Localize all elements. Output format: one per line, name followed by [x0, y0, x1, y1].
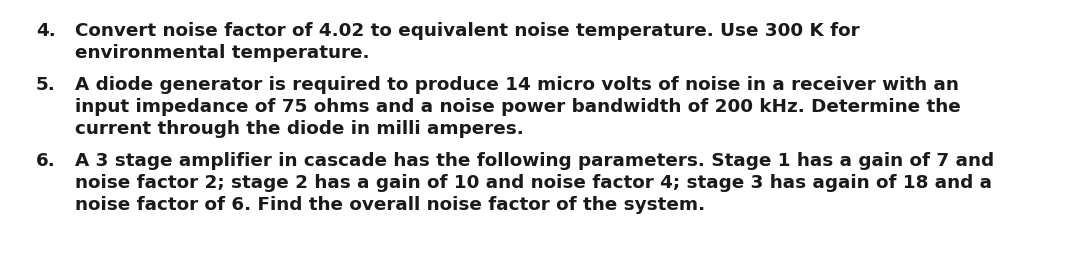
- Text: 6.: 6.: [36, 152, 56, 170]
- Text: noise factor 2; stage 2 has a gain of 10 and noise factor 4; stage 3 has again o: noise factor 2; stage 2 has a gain of 10…: [75, 174, 993, 192]
- Text: input impedance of 75 ohms and a noise power bandwidth of 200 kHz. Determine the: input impedance of 75 ohms and a noise p…: [75, 98, 961, 116]
- Text: A 3 stage amplifier in cascade has the following parameters. Stage 1 has a gain : A 3 stage amplifier in cascade has the f…: [75, 152, 994, 170]
- Text: environmental temperature.: environmental temperature.: [75, 44, 369, 62]
- Text: 4.: 4.: [36, 22, 56, 40]
- Text: A diode generator is required to produce 14 micro volts of noise in a receiver w: A diode generator is required to produce…: [75, 76, 959, 94]
- Text: noise factor of 6. Find the overall noise factor of the system.: noise factor of 6. Find the overall nois…: [75, 196, 705, 214]
- Text: current through the diode in milli amperes.: current through the diode in milli amper…: [75, 120, 524, 138]
- Text: 5.: 5.: [36, 76, 56, 94]
- Text: Convert noise factor of 4.02 to equivalent noise temperature. Use 300 K for: Convert noise factor of 4.02 to equivale…: [75, 22, 860, 40]
